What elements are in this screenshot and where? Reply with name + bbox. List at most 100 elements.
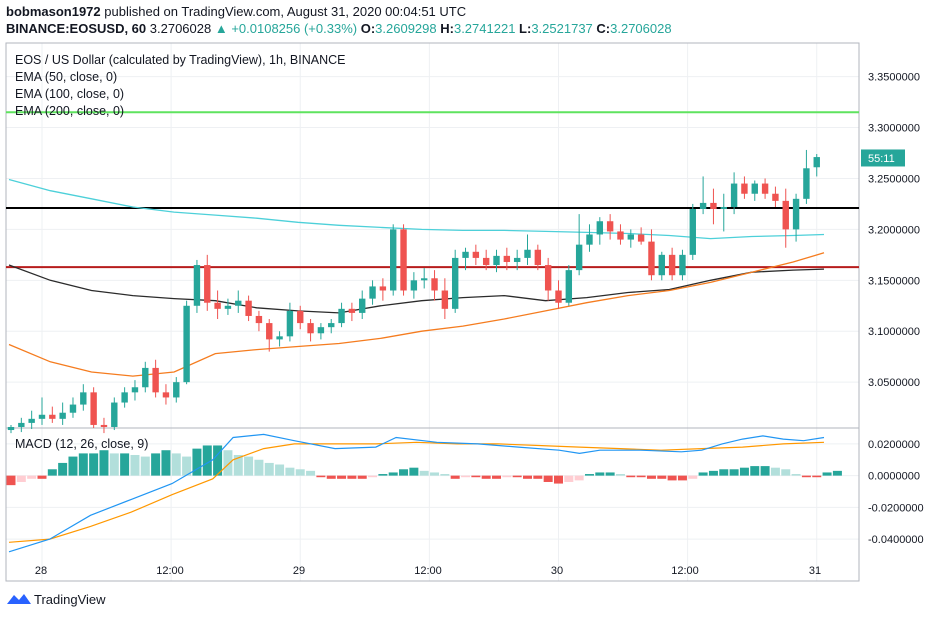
macd-histogram-bar <box>708 470 718 476</box>
macd-histogram-bar <box>409 467 419 476</box>
price-tick-label: 3.3500000 <box>868 72 920 84</box>
candle <box>111 402 118 427</box>
candle <box>441 290 449 309</box>
time-axis: 28 12:00 29 12:00 30 12:00 31 <box>35 565 821 577</box>
macd-histogram-bar <box>399 469 409 476</box>
macd-histogram-bar <box>130 454 140 476</box>
candle <box>193 265 201 306</box>
macd-histogram-bar <box>78 453 88 476</box>
candle <box>679 254 686 276</box>
change-value: ▲ +0.0108256 (+0.33%) <box>214 21 358 36</box>
macd-histogram-bar <box>326 475 336 479</box>
footer-brand[interactable]: TradingView <box>34 592 106 607</box>
macd-histogram-bar <box>543 475 553 482</box>
macd-histogram-bar <box>719 469 729 476</box>
low-value: 3.2521737 <box>531 21 593 36</box>
candle <box>18 422 25 427</box>
macd-tick-label: -0.0200000 <box>868 502 924 514</box>
candle <box>359 298 366 313</box>
candle <box>390 229 397 291</box>
candle <box>596 221 604 235</box>
candle <box>534 249 542 266</box>
symbol-label: BINANCE:EOSUSD, 60 <box>6 21 147 36</box>
candle <box>162 392 170 398</box>
candle <box>80 392 87 405</box>
macd-histogram-bar <box>430 472 440 476</box>
candle <box>699 202 707 210</box>
macd-histogram-bar <box>37 475 47 479</box>
macd-histogram-bar <box>677 475 687 481</box>
macd-histogram-bar <box>770 467 780 476</box>
price-tag-text: 55:11 <box>868 153 895 165</box>
macd-histogram-bar <box>605 472 615 476</box>
macd-histogram-bar <box>140 456 150 476</box>
macd-histogram-bar <box>646 475 656 479</box>
candle <box>720 206 727 210</box>
candle <box>544 265 552 291</box>
candle <box>741 183 748 194</box>
candlestick-series <box>7 149 820 434</box>
candle <box>173 382 180 398</box>
macd-histogram-bar <box>151 453 161 476</box>
macd-histogram-bar <box>533 475 543 479</box>
macd-signal-line <box>8 441 825 543</box>
macd-histogram-bar <box>182 456 192 476</box>
candle <box>245 300 252 316</box>
candle <box>49 414 56 419</box>
candle <box>266 323 273 340</box>
ema100-legend: EMA (100, close, 0) <box>15 87 125 101</box>
price-tick-label: 3.2000000 <box>868 224 920 236</box>
publish-header: bobmason1972 published on TradingView.co… <box>6 4 466 19</box>
candle <box>513 257 521 262</box>
candle <box>710 202 717 210</box>
macd-histogram-bar <box>120 453 130 476</box>
candle <box>586 234 593 245</box>
price-tick-label: 3.1000000 <box>868 326 920 338</box>
candle <box>214 302 221 309</box>
candle <box>803 168 810 199</box>
candle <box>421 278 428 281</box>
macd-histogram-bar <box>192 448 202 476</box>
candle <box>565 270 573 303</box>
macd-histogram-bar <box>27 475 37 479</box>
candle <box>59 412 66 419</box>
macd-histogram-bar <box>801 475 811 478</box>
publisher-name: bobmason1972 <box>6 4 101 19</box>
macd-histogram-bar <box>564 475 574 482</box>
candle <box>410 280 418 291</box>
tradingview-logo-icon[interactable] <box>6 592 32 606</box>
macd-histogram-bar <box>171 453 181 476</box>
candle <box>617 231 624 240</box>
candle <box>224 305 232 309</box>
candle <box>121 392 128 403</box>
macd-histogram-bar <box>419 470 429 476</box>
last-price: 3.2706028 <box>149 21 212 36</box>
candle <box>751 183 758 194</box>
candle <box>90 392 97 425</box>
macd-histogram-bar <box>502 475 512 478</box>
macd-histogram-bar <box>275 464 285 476</box>
candle <box>38 414 46 419</box>
time-tick-label: 12:00 <box>156 565 184 577</box>
ema200-line <box>8 252 825 377</box>
macd-histogram-bar <box>109 453 119 476</box>
candle <box>204 265 211 303</box>
macd-histogram-bar <box>306 470 316 476</box>
macd-histogram-bar <box>223 450 233 476</box>
candle <box>761 183 769 194</box>
price-tick-label: 3.0500000 <box>868 377 920 389</box>
candle <box>668 254 676 276</box>
high-value: 3.2741221 <box>453 21 516 36</box>
macd-histogram-bar <box>99 450 109 476</box>
candle <box>782 200 789 230</box>
low-label: L: <box>519 21 532 36</box>
chart-frame <box>5 42 860 582</box>
macd-histogram-bar <box>347 475 357 479</box>
candle <box>28 418 35 423</box>
candle <box>482 257 490 266</box>
macd-histogram-bar <box>316 475 326 478</box>
macd-histogram-bar <box>161 450 171 476</box>
time-tick-label: 30 <box>551 565 563 577</box>
candle <box>637 234 645 242</box>
